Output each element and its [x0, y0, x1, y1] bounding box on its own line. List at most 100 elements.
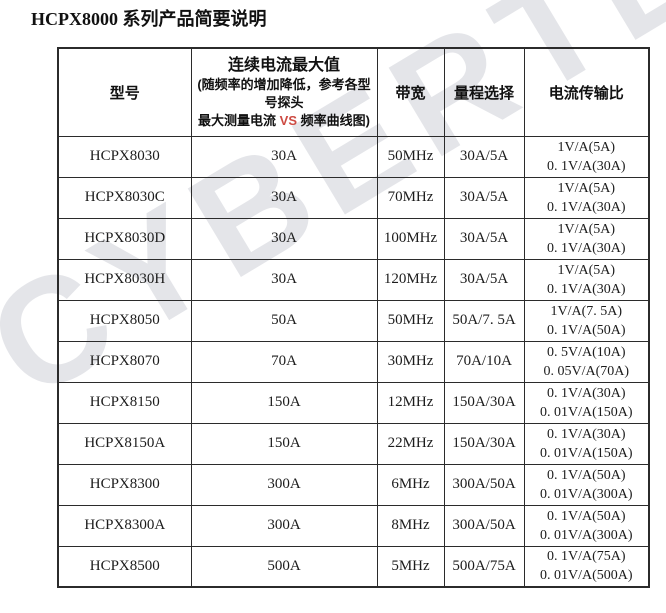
max-current-note-pre: 最大测量电流: [198, 112, 280, 128]
cell-model: HCPX8300A: [57, 504, 192, 547]
ratio-line-2: 0. 01V/A(150A): [539, 404, 633, 420]
ratio-line-2: 0. 01V/A(300A): [539, 527, 633, 543]
table-row: HCPX8030C 30A 70MHz 30A/5A 1V/A(5A) 0. 1…: [57, 176, 650, 219]
cell-bandwidth: 22MHz: [376, 422, 445, 465]
table-row: HCPX8030D 30A 100MHz 30A/5A 1V/A(5A) 0. …: [57, 217, 650, 260]
table-row: HCPX8030 30A 50MHz 30A/5A 1V/A(5A) 0. 1V…: [57, 135, 650, 178]
cell-max-current: 30A: [190, 176, 378, 219]
ratio-line-1: 1V/A(5A): [557, 221, 616, 237]
cell-transfer-ratio: 1V/A(7. 5A) 0. 1V/A(50A): [523, 299, 650, 342]
cell-range: 30A/5A: [443, 258, 525, 301]
cell-transfer-ratio: 1V/A(5A) 0. 1V/A(30A): [523, 258, 650, 301]
cell-range: 300A/50A: [443, 504, 525, 547]
ratio-line-1: 0. 1V/A(50A): [546, 508, 626, 524]
ratio-line-2: 0. 1V/A(50A): [546, 322, 626, 338]
table-row: HCPX8500 500A 5MHz 500A/75A 0. 1V/A(75A)…: [57, 545, 650, 588]
cell-range: 30A/5A: [443, 135, 525, 178]
table-row: HCPX8030H 30A 120MHz 30A/5A 1V/A(5A) 0. …: [57, 258, 650, 301]
ratio-line-2: 0. 05V/A(70A): [543, 363, 630, 379]
cell-max-current: 30A: [190, 217, 378, 260]
max-current-title: 连续电流最大值: [227, 56, 340, 74]
cell-bandwidth: 120MHz: [376, 258, 445, 301]
max-current-note-line1: (随频率的增加降低，参考各型号探头: [197, 76, 371, 110]
ratio-line-2: 0. 1V/A(30A): [546, 281, 626, 297]
col-header-range: 量程选择: [443, 47, 525, 137]
table-row: HCPX8300 300A 6MHz 300A/50A 0. 1V/A(50A)…: [57, 463, 650, 506]
cell-transfer-ratio: 1V/A(5A) 0. 1V/A(30A): [523, 176, 650, 219]
ratio-line-2: 0. 1V/A(30A): [546, 240, 626, 256]
cell-model: HCPX8070: [57, 340, 192, 383]
cell-max-current: 300A: [190, 463, 378, 506]
cell-transfer-ratio: 0. 1V/A(50A) 0. 01V/A(300A): [523, 504, 650, 547]
cell-range: 50A/7. 5A: [443, 299, 525, 342]
product-spec-table: 型号 连续电流最大值 (随频率的增加降低，参考各型号探头 最大测量电流 VS 频…: [57, 47, 650, 588]
cell-transfer-ratio: 0. 1V/A(30A) 0. 01V/A(150A): [523, 381, 650, 424]
vs-red-label: VS: [279, 112, 297, 128]
cell-max-current: 70A: [190, 340, 378, 383]
ratio-line-2: 0. 01V/A(150A): [539, 445, 633, 461]
table-row: HCPX8150A 150A 22MHz 150A/30A 0. 1V/A(30…: [57, 422, 650, 465]
cell-model: HCPX8500: [57, 545, 192, 588]
cell-bandwidth: 50MHz: [376, 299, 445, 342]
ratio-line-2: 0. 1V/A(30A): [546, 199, 626, 215]
col-header-model: 型号: [57, 47, 192, 137]
cell-range: 500A/75A: [443, 545, 525, 588]
cell-range: 150A/30A: [443, 381, 525, 424]
cell-model: HCPX8050: [57, 299, 192, 342]
table-row: HCPX8050 50A 50MHz 50A/7. 5A 1V/A(7. 5A)…: [57, 299, 650, 342]
cell-max-current: 150A: [190, 381, 378, 424]
cell-bandwidth: 12MHz: [376, 381, 445, 424]
ratio-line-2: 0. 1V/A(30A): [546, 158, 626, 174]
table-row: HCPX8300A 300A 8MHz 300A/50A 0. 1V/A(50A…: [57, 504, 650, 547]
cell-model: HCPX8150: [57, 381, 192, 424]
cell-bandwidth: 30MHz: [376, 340, 445, 383]
ratio-line-1: 0. 1V/A(30A): [546, 385, 626, 401]
ratio-line-1: 1V/A(5A): [557, 180, 616, 196]
page-title: HCPX8000 系列产品简要说明: [31, 9, 267, 29]
cell-bandwidth: 5MHz: [376, 545, 445, 588]
ratio-line-2: 0. 01V/A(300A): [539, 486, 633, 502]
cell-max-current: 300A: [190, 504, 378, 547]
cell-bandwidth: 100MHz: [376, 217, 445, 260]
table-row: HCPX8070 70A 30MHz 70A/10A 0. 5V/A(10A) …: [57, 340, 650, 383]
header-row: 型号 连续电流最大值 (随频率的增加降低，参考各型号探头 最大测量电流 VS 频…: [57, 47, 650, 137]
col-header-transfer-ratio: 电流传输比: [523, 47, 650, 137]
cell-transfer-ratio: 0. 1V/A(50A) 0. 01V/A(300A): [523, 463, 650, 506]
cell-range: 300A/50A: [443, 463, 525, 506]
cell-transfer-ratio: 1V/A(5A) 0. 1V/A(30A): [523, 135, 650, 178]
cell-max-current: 30A: [190, 258, 378, 301]
ratio-line-1: 1V/A(5A): [557, 262, 616, 278]
cell-transfer-ratio: 0. 1V/A(75A) 0. 01V/A(500A): [523, 545, 650, 588]
cell-max-current: 500A: [190, 545, 378, 588]
cell-model: HCPX8030: [57, 135, 192, 178]
cell-range: 150A/30A: [443, 422, 525, 465]
ratio-line-1: 0. 1V/A(50A): [546, 467, 626, 483]
max-current-note-line2: 最大测量电流 VS 频率曲线图): [194, 112, 375, 130]
col-header-bandwidth: 带宽: [376, 47, 445, 137]
cell-model: HCPX8030H: [57, 258, 192, 301]
cell-bandwidth: 70MHz: [376, 176, 445, 219]
col-header-max-current: 连续电流最大值 (随频率的增加降低，参考各型号探头 最大测量电流 VS 频率曲线…: [190, 47, 378, 137]
max-current-note-post: 频率曲线图): [297, 112, 370, 128]
table-row: HCPX8150 150A 12MHz 150A/30A 0. 1V/A(30A…: [57, 381, 650, 424]
cell-bandwidth: 8MHz: [376, 504, 445, 547]
cell-model: HCPX8030D: [57, 217, 192, 260]
ratio-line-1: 0. 1V/A(75A): [546, 549, 626, 565]
ratio-line-1: 0. 1V/A(30A): [546, 426, 626, 442]
ratio-line-1: 1V/A(7. 5A): [550, 303, 623, 319]
cell-range: 30A/5A: [443, 217, 525, 260]
cell-range: 70A/10A: [443, 340, 525, 383]
cell-max-current: 150A: [190, 422, 378, 465]
cell-bandwidth: 50MHz: [376, 135, 445, 178]
cell-model: HCPX8300: [57, 463, 192, 506]
cell-transfer-ratio: 0. 5V/A(10A) 0. 05V/A(70A): [523, 340, 650, 383]
cell-transfer-ratio: 1V/A(5A) 0. 1V/A(30A): [523, 217, 650, 260]
cell-max-current: 30A: [190, 135, 378, 178]
cell-model: HCPX8030C: [57, 176, 192, 219]
ratio-line-2: 0. 01V/A(500A): [539, 568, 633, 584]
cell-max-current: 50A: [190, 299, 378, 342]
ratio-line-1: 0. 5V/A(10A): [546, 344, 626, 360]
cell-range: 30A/5A: [443, 176, 525, 219]
ratio-line-1: 1V/A(5A): [557, 139, 616, 155]
